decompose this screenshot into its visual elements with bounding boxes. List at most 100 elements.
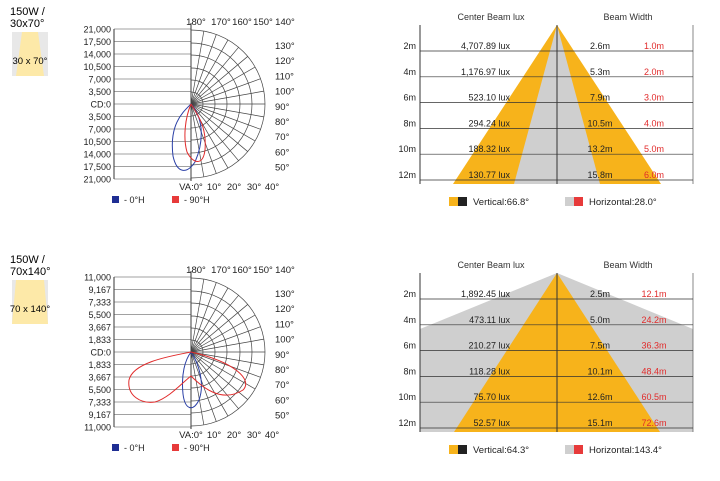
polar-spoke [190,56,248,105]
panel-label-line1: 150W / [10,6,46,18]
angle-label-bottom: 40° [265,430,280,441]
row-center-lux: 1,176.97 lux [461,67,511,77]
polar-spoke [190,90,264,105]
row-distance: 12m [398,418,416,428]
legend-swatch-vertical [449,197,458,206]
polar-spoke [190,103,217,174]
angle-label-right: 80° [275,117,290,128]
angle-label-bottom: 20° [227,430,242,441]
row-center-lux: 130.77 lux [468,170,510,180]
cd-tick-label: 14,000 [83,50,111,60]
row-center-lux: 75.70 lux [473,392,510,402]
row-center-lux: 294.24 lux [468,118,510,128]
legend-swatch-90h [172,444,179,451]
cd-tick-label: 5,500 [88,385,111,395]
row-width-vertical: 12.6m [587,392,612,402]
header-center-beam-lux: Center Beam lux [457,260,525,270]
angle-label-right: 100° [275,87,295,98]
polar-chart-1: 21,000 17,500 14,000 10,500 7,000 3,500 CD:0 3,… [83,17,295,205]
row-distance: 4m [403,315,416,325]
angle-label-right: 130° [275,41,295,52]
cd-tick-label: 7,333 [88,298,111,308]
panel-1-svg: 150W / 30x70° 30 x 70° 21,000 17,500 14,00… [10,6,694,208]
legend-horizontal: Horizontal:143.4° [589,445,662,456]
row-width-horizontal: 6.0m [644,170,664,180]
beam-diagram-1: Center Beam lux Beam Width 2m 4,707.89 lux 2… [398,12,694,208]
angle-label-top: 160° [232,265,252,276]
header-beam-width: Beam Width [603,12,652,22]
photometric-panel-2: 150W / 70x140° 70 x 140° 11,000 9,167 7,33… [0,248,720,481]
angle-label-right: 50° [275,163,290,174]
row-center-lux: 1,892.45 lux [461,289,511,299]
angle-label-right: 60° [275,147,290,158]
header-center-beam-lux: Center Beam lux [457,12,525,22]
curve-0h [182,351,202,409]
polar-spoke [190,351,261,378]
row-width-horizontal: 24.2m [641,315,666,325]
curve-0h [171,103,202,171]
row-center-lux: 118.28 lux [469,366,510,376]
polar-spoke [190,103,264,118]
row-width-horizontal: 48.4m [641,366,666,376]
cd-tick-label: 11,000 [84,423,111,433]
panel-label-line1: 150W / [10,254,46,266]
row-width-horizontal: 4.0m [644,118,664,128]
row-width-vertical: 15.8m [587,170,612,180]
angle-label-bottom: 30° [247,182,262,193]
polar-spoke [190,39,229,105]
angle-label-bottom: 30° [247,430,262,441]
polar-spoke [190,314,256,353]
row-width-vertical: 7.5m [590,341,610,351]
legend-label: - 0°H [124,195,145,205]
angle-label-right: 70° [275,132,290,143]
row-width-horizontal: 5.0m [644,144,664,154]
row-width-vertical: 5.3m [590,67,610,77]
row-width-vertical: 15.1m [587,418,612,428]
cd-tick-label: 1,833 [88,335,111,345]
angle-label-right: 50° [275,411,290,422]
panel-label-line2: 70x140° [10,266,51,278]
cd-tick-label: 17,500 [83,162,111,172]
polar-chart-2: 11,000 9,167 7,333 5,500 3,667 1,833 CD:0 1,833… [84,265,295,453]
legend-label: - 90°H [184,443,210,453]
row-width-horizontal: 2.0m [644,67,664,77]
angle-label-right: 90° [275,102,290,113]
cd-tick-label: 3,667 [88,323,111,333]
photometric-panel-1: 150W / 30x70° 30 x 70° 21,000 17,500 14,00… [0,0,720,233]
polar-spoke [190,31,205,105]
polar-spoke [190,351,248,400]
row-center-lux: 4,707.89 lux [461,41,511,51]
angle-label-bottom: 40° [265,182,280,193]
legend-horizontal: Horizontal:28.0° [589,197,657,208]
legend-swatch-0h [112,444,119,451]
polar-spoke [190,351,264,366]
row-distance: 8m [403,366,416,376]
panel-2-svg: 150W / 70x140° 70 x 140° 11,000 9,167 7,33… [10,254,694,456]
polar-spoke [190,351,239,409]
angle-label-bottom: 10° [207,182,222,193]
row-distance: 2m [403,41,416,51]
panel-label-line2: 30x70° [10,18,44,30]
cd-tick-label: CD:0 [90,100,111,110]
polar-spoke [190,34,217,105]
row-center-lux: 523.10 lux [468,93,510,103]
angle-label-right: 110° [275,71,294,82]
polar-spoke [190,351,256,390]
angle-label-bottom: 10° [207,430,222,441]
polar-spoke [190,66,256,105]
cd-tick-label: 21,000 [83,25,111,35]
cd-tick-label: 21,000 [83,175,111,185]
angle-label-right: 120° [275,304,295,315]
angle-label-top: 180° [186,17,206,28]
cd-tick-label: 7,333 [88,398,111,408]
row-distance: 2m [403,289,416,299]
polar-spoke [190,282,217,353]
cd-tick-label: 9,167 [88,410,111,420]
legend-swatch-horizontal [565,445,574,454]
row-width-vertical: 10.1m [587,366,612,376]
cd-tick-label: 3,667 [88,373,111,383]
angle-label-top: 170° [211,17,231,28]
row-width-horizontal: 72.6m [641,418,666,428]
row-distance: 4m [403,67,416,77]
legend-swatch-horizontal [565,197,574,206]
